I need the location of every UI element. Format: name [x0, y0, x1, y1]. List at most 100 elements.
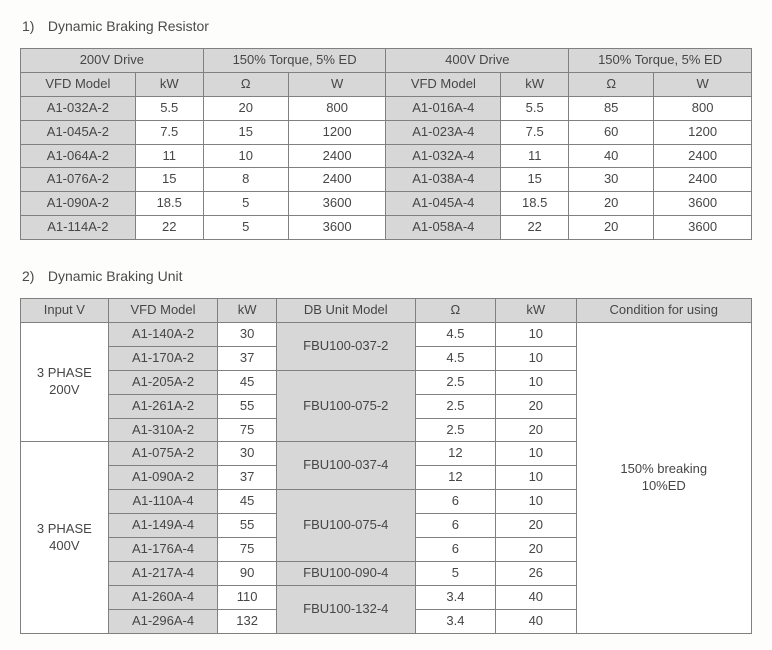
t1-cell-ohm2: 60	[569, 120, 654, 144]
t2-kw2: 10	[496, 323, 576, 347]
t2-ohm: 4.5	[415, 346, 495, 370]
sub-w-2: W	[654, 72, 752, 96]
t1-cell-m2: A1-032A-4	[386, 144, 501, 168]
t2-model: A1-310A-2	[108, 418, 218, 442]
t2-kw2: 10	[496, 442, 576, 466]
t2-kw: 110	[218, 585, 276, 609]
t2-kw: 132	[218, 609, 276, 633]
t1-cell-m1: A1-032A-2	[21, 96, 136, 120]
t1-cell-ohm1: 20	[203, 96, 288, 120]
db-037-2: FBU100-037-2	[276, 323, 415, 371]
t1-cell-kw2: 18.5	[501, 192, 569, 216]
db-075-4: FBU100-075-4	[276, 490, 415, 562]
db-075-2: FBU100-075-2	[276, 370, 415, 442]
h-dbunit: DB Unit Model	[276, 299, 415, 323]
t2-ohm: 6	[415, 490, 495, 514]
t1-cell-w1: 2400	[288, 168, 386, 192]
t2-ohm: 3.4	[415, 609, 495, 633]
sub-kw-1: kW	[135, 72, 203, 96]
t1-cell-m2: A1-016A-4	[386, 96, 501, 120]
section1-text: Dynamic Braking Resistor	[48, 18, 209, 34]
t2-ohm: 5	[415, 561, 495, 585]
t1-cell-w2: 800	[654, 96, 752, 120]
t1-cell-kw1: 5.5	[135, 96, 203, 120]
t1-cell-ohm2: 20	[569, 216, 654, 240]
t1-cell-kw2: 22	[501, 216, 569, 240]
t1-cell-ohm1: 10	[203, 144, 288, 168]
t1-cell-m1: A1-064A-2	[21, 144, 136, 168]
sub-w-1: W	[288, 72, 386, 96]
h-vfd: VFD Model	[108, 299, 218, 323]
t2-model: A1-170A-2	[108, 346, 218, 370]
t2-ohm: 2.5	[415, 418, 495, 442]
t1-cell-w1: 3600	[288, 216, 386, 240]
t2-kw: 37	[218, 466, 276, 490]
t2-kw2: 10	[496, 490, 576, 514]
t2-ohm: 12	[415, 442, 495, 466]
t2-model: A1-296A-4	[108, 609, 218, 633]
t2-kw2: 26	[496, 561, 576, 585]
hdr-200v-drive: 200V Drive	[21, 49, 204, 73]
sub-vfd-1: VFD Model	[21, 72, 136, 96]
t2-kw2: 40	[496, 609, 576, 633]
t1-cell-w2: 2400	[654, 144, 752, 168]
t2-ohm: 12	[415, 466, 495, 490]
db-037-4: FBU100-037-4	[276, 442, 415, 490]
t2-kw2: 20	[496, 514, 576, 538]
t2-kw: 55	[218, 514, 276, 538]
t1-cell-w1: 1200	[288, 120, 386, 144]
t2-kw: 45	[218, 490, 276, 514]
t1-cell-w2: 3600	[654, 216, 752, 240]
t2-ohm: 2.5	[415, 394, 495, 418]
t1-cell-kw1: 11	[135, 144, 203, 168]
t1-cell-kw2: 5.5	[501, 96, 569, 120]
t1-cell-ohm1: 15	[203, 120, 288, 144]
t2-kw: 90	[218, 561, 276, 585]
t2-model: A1-110A-4	[108, 490, 218, 514]
t2-kw: 30	[218, 442, 276, 466]
t2-model: A1-075A-2	[108, 442, 218, 466]
section1-num: 1)	[22, 18, 44, 34]
t1-cell-w2: 1200	[654, 120, 752, 144]
inputv-400: 3 PHASE 400V	[21, 442, 109, 633]
sub-ohm-1: Ω	[203, 72, 288, 96]
t2-ohm: 4.5	[415, 323, 495, 347]
t2-model: A1-260A-4	[108, 585, 218, 609]
t2-kw: 30	[218, 323, 276, 347]
t2-model: A1-176A-4	[108, 538, 218, 562]
section1-title: 1) Dynamic Braking Resistor	[22, 18, 752, 34]
hdr-torque-a: 150% Torque, 5% ED	[203, 49, 386, 73]
h-kw2: kW	[496, 299, 576, 323]
hdr-torque-b: 150% Torque, 5% ED	[569, 49, 752, 73]
t1-cell-m1: A1-076A-2	[21, 168, 136, 192]
t1-cell-w2: 2400	[654, 168, 752, 192]
t1-cell-ohm2: 20	[569, 192, 654, 216]
t2-kw: 75	[218, 538, 276, 562]
t1-cell-m2: A1-023A-4	[386, 120, 501, 144]
t2-model: A1-261A-2	[108, 394, 218, 418]
t2-model: A1-217A-4	[108, 561, 218, 585]
section2-text: Dynamic Braking Unit	[48, 268, 183, 284]
t1-cell-ohm2: 30	[569, 168, 654, 192]
t2-kw2: 10	[496, 370, 576, 394]
unit-table: Input V VFD Model kW DB Unit Model Ω kW …	[20, 298, 752, 633]
t2-kw2: 10	[496, 346, 576, 370]
t2-ohm: 6	[415, 514, 495, 538]
sub-ohm-2: Ω	[569, 72, 654, 96]
t1-cell-kw1: 7.5	[135, 120, 203, 144]
t1-cell-kw2: 15	[501, 168, 569, 192]
sub-kw-2: kW	[501, 72, 569, 96]
t2-model: A1-149A-4	[108, 514, 218, 538]
t1-cell-w1: 800	[288, 96, 386, 120]
t2-ohm: 6	[415, 538, 495, 562]
t1-cell-m1: A1-045A-2	[21, 120, 136, 144]
t1-cell-kw2: 7.5	[501, 120, 569, 144]
t1-cell-kw2: 11	[501, 144, 569, 168]
sub-vfd-2: VFD Model	[386, 72, 501, 96]
t2-kw: 37	[218, 346, 276, 370]
t1-cell-m2: A1-038A-4	[386, 168, 501, 192]
t2-kw2: 20	[496, 538, 576, 562]
t1-cell-m2: A1-058A-4	[386, 216, 501, 240]
db-132-4: FBU100-132-4	[276, 585, 415, 633]
hdr-400v-drive: 400V Drive	[386, 49, 569, 73]
